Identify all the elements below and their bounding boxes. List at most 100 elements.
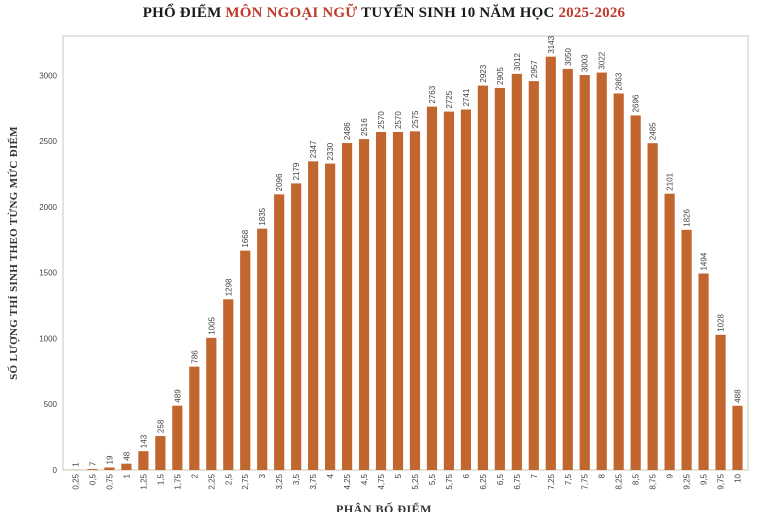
x-tick-label: 0,75 [105,473,114,489]
bar [358,139,370,470]
data-label: 2101 [666,172,675,190]
bar [121,463,132,470]
bar [274,194,285,470]
data-label: 2486 [343,122,352,140]
data-label: 2923 [479,64,488,82]
chart-title: PHỔ ĐIỂM MÔN NGOẠI NGỮ TUYỂN SINH 10 NĂM… [0,5,768,22]
bar [375,132,387,471]
data-label: 2725 [445,90,454,108]
x-tick-label: 4,75 [377,473,386,489]
x-tick-label: 4 [326,473,335,478]
x-tick-label: 2,5 [224,473,233,485]
bar [87,469,98,470]
data-label: 2763 [428,85,437,103]
y-tick-label: 2500 [39,137,57,146]
bar [138,451,149,470]
x-tick-label: 0,25 [71,473,80,489]
bar [104,467,115,470]
x-tick-label: 10 [734,473,743,482]
bar [426,106,438,471]
x-tick-label: 6,25 [479,473,488,489]
x-tick-label: 8,75 [649,473,658,489]
data-label: 3143 [547,35,556,53]
y-tick-label: 1500 [39,269,57,278]
bar [647,143,658,470]
data-label: 2957 [530,60,539,78]
plot-frame [62,35,749,471]
bar [698,273,709,470]
x-tick-label: 9 [666,473,675,478]
data-label: 1494 [700,252,709,270]
data-label: 489 [173,389,182,403]
bar [613,93,624,471]
x-tick-label: 6 [462,473,471,478]
x-tick-label: 7,5 [564,473,573,485]
bar [732,405,743,470]
x-tick-label: 5,75 [445,473,454,489]
title-part-3: TUYỂN SINH 10 NĂM HỌC [357,5,559,21]
y-tick-label: 1000 [39,334,57,343]
x-tick-label: 9,25 [683,473,692,489]
x-tick-label: 7,75 [581,473,590,489]
bar [155,436,166,470]
bar [392,132,404,471]
x-tick-label: 8,5 [632,473,641,485]
bar [715,334,726,470]
title-part-4: 2025-2026 [558,5,626,21]
data-label: 2696 [632,94,641,112]
x-tick-label: 7,25 [547,473,556,489]
bar [443,111,455,470]
bar [477,85,488,471]
x-tick-label: 1 [122,473,131,478]
x-tick-label: 9,75 [717,473,726,489]
data-label: 1668 [241,229,250,247]
x-tick-label: 5,5 [428,473,437,485]
x-tick-label: 1,25 [139,473,148,489]
data-label: 2485 [649,122,658,140]
bar [291,183,302,471]
data-label: 143 [139,434,148,448]
data-label: 3012 [513,53,522,71]
data-label: 3003 [581,54,590,72]
data-label: 2570 [394,111,403,129]
x-tick-label: 5 [394,473,403,478]
data-label: 3022 [598,51,607,69]
x-axis-label: PHÂN BỐ ĐIỂM [336,502,432,512]
data-label: 2096 [275,173,284,191]
x-tick-label: 4,5 [360,473,369,485]
bar [460,109,472,470]
y-tick-label: 500 [44,400,58,409]
x-tick-label: 5,25 [411,473,420,489]
bar [240,250,251,470]
data-label: 2330 [326,142,335,160]
data-label: 2741 [462,88,471,106]
x-tick-label: 6,5 [496,473,505,485]
bar [681,229,692,470]
data-label: 2516 [360,118,369,136]
x-tick-label: 2,25 [207,473,216,489]
x-tick-label: 8 [598,473,607,478]
data-label: 488 [734,389,743,403]
title-part-2: MÔN NGOẠI NGỮ [225,5,358,21]
bar [630,115,641,470]
data-label: 2347 [309,140,318,158]
x-tick-label: 2,75 [241,473,250,489]
data-label: 2179 [292,162,301,180]
bar [528,81,539,471]
bar [308,161,319,471]
data-label: 1 [71,462,80,467]
x-tick-label: 0,5 [88,473,97,485]
bar [189,366,200,470]
data-label: 1826 [683,209,692,227]
y-axis-label: SỐ LƯỢNG THÍ SINH THEO TỪNG MỨC ĐIỂM [8,126,20,380]
x-tick-label: 1,75 [173,473,182,489]
y-tick-label: 0 [53,466,58,475]
data-label: 1005 [207,316,216,334]
x-tick-label: 7 [530,473,539,478]
data-label: 7 [88,461,97,466]
x-tick-label: 3,25 [275,473,284,489]
data-label: 2570 [377,111,386,129]
bar [341,143,353,470]
bar [223,299,234,470]
